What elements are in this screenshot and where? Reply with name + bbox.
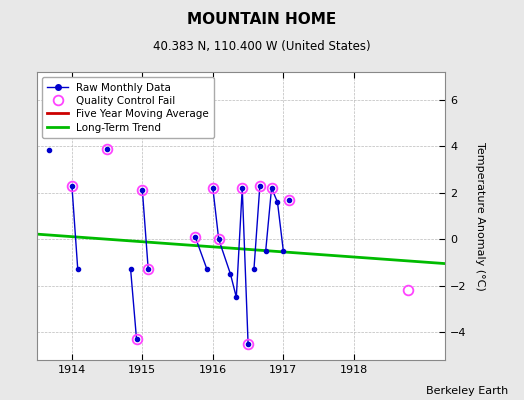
Text: MOUNTAIN HOME: MOUNTAIN HOME <box>188 12 336 27</box>
Y-axis label: Temperature Anomaly (°C): Temperature Anomaly (°C) <box>475 142 485 290</box>
Text: Berkeley Earth: Berkeley Earth <box>426 386 508 396</box>
Legend: Raw Monthly Data, Quality Control Fail, Five Year Moving Average, Long-Term Tren: Raw Monthly Data, Quality Control Fail, … <box>42 77 214 138</box>
Text: 40.383 N, 110.400 W (United States): 40.383 N, 110.400 W (United States) <box>153 40 371 53</box>
